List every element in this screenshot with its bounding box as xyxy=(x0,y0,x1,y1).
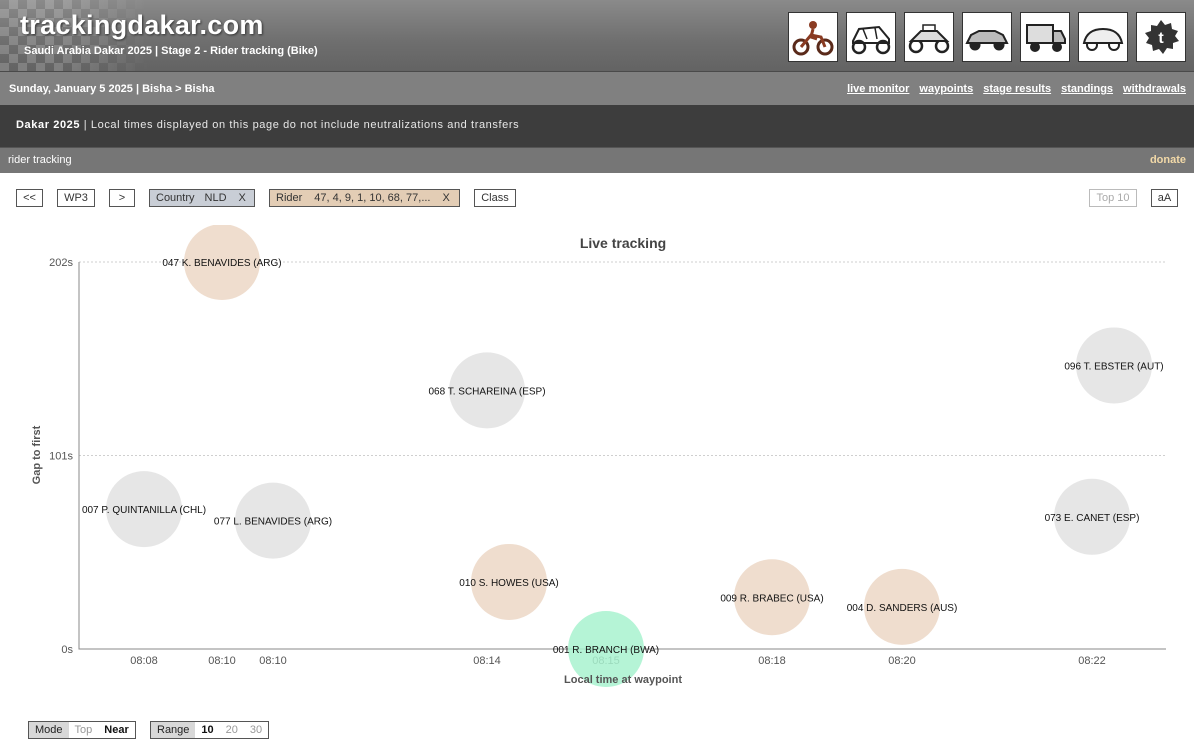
site-logo[interactable]: trackingdakar.com xyxy=(20,10,264,40)
rider-bubble-circle[interactable] xyxy=(471,543,547,620)
rider-bubble[interactable]: 073 E. CANET (ESP) xyxy=(1045,478,1140,555)
twitter-icon[interactable]: t xyxy=(1136,12,1186,62)
rider-bubble-label: 010 S. HOWES (USA) xyxy=(459,578,558,589)
next-waypoint-button[interactable]: > xyxy=(109,189,135,207)
rider-bubble[interactable]: 047 K. BENAVIDES (ARG) xyxy=(162,225,282,300)
rider-bubble-circle[interactable] xyxy=(235,482,311,559)
date-bar: Sunday, January 5 2025 | Bisha > Bisha l… xyxy=(0,72,1194,105)
y-tick-label: 0s xyxy=(61,644,73,656)
x-tick-label: 08:22 xyxy=(1078,655,1106,667)
waypoint-selector[interactable]: WP3 xyxy=(57,189,95,207)
x-tick-label: 08:10 xyxy=(208,655,236,667)
mode-option-top[interactable]: Top xyxy=(68,722,99,738)
rider-filter-value: 47, 4, 9, 1, 10, 68, 77,... xyxy=(314,192,431,204)
live-monitor-link[interactable]: live monitor xyxy=(847,83,910,95)
chart-title: Live tracking xyxy=(580,235,666,251)
stage-results-link[interactable]: stage results xyxy=(983,83,1052,95)
class-filter-button[interactable]: Class xyxy=(474,189,516,207)
chart-bubbles: 047 K. BENAVIDES (ARG) 068 T. SCHAREINA (… xyxy=(82,225,1164,687)
rider-bubble-label: 077 L. BENAVIDES (ARG) xyxy=(214,517,332,528)
y-axis-label: Gap to first xyxy=(31,425,43,484)
rider-bubble[interactable]: 001 R. BRANCH (BWA) xyxy=(553,611,659,687)
range-option-20[interactable]: 20 xyxy=(219,722,244,738)
notice-bar: Dakar 2025 | Local times displayed on th… xyxy=(0,105,1194,147)
rider-bubble-circle[interactable] xyxy=(734,559,810,636)
rider-filter-clear[interactable]: X xyxy=(442,192,450,204)
top10-button[interactable]: Top 10 xyxy=(1089,189,1137,207)
x-tick-label: 08:10 xyxy=(259,655,287,667)
ssv-icon[interactable] xyxy=(846,12,896,62)
prev-waypoint-button[interactable]: << xyxy=(16,189,43,207)
x-tick-label: 08:14 xyxy=(473,655,501,667)
vehicle-category-bar: t xyxy=(788,12,1186,62)
range-label: Range xyxy=(157,724,190,736)
x-tick-label: 08:08 xyxy=(130,655,158,667)
rider-bubble-circle[interactable] xyxy=(184,225,260,300)
rider-bubble[interactable]: 077 L. BENAVIDES (ARG) xyxy=(214,482,332,559)
chart-grid xyxy=(79,261,1166,456)
rider-bubble-circle[interactable] xyxy=(106,471,182,548)
range-toggle: Range 10 20 30 xyxy=(150,721,270,739)
nav-links: live monitor waypoints stage results sta… xyxy=(847,83,1186,95)
axis-line xyxy=(78,262,1166,650)
rider-bubble-circle[interactable] xyxy=(568,611,644,687)
notice-brand: Dakar 2025 xyxy=(16,119,81,131)
stage-date: Sunday, January 5 2025 | Bisha > Bisha xyxy=(9,83,215,95)
withdrawals-link[interactable]: withdrawals xyxy=(1123,83,1186,95)
buggy-icon[interactable] xyxy=(904,12,954,62)
country-filter[interactable]: Country NLD X xyxy=(149,189,255,207)
rider-bubble[interactable]: 009 R. BRABEC (USA) xyxy=(720,559,824,636)
rider-filter-label: Rider xyxy=(276,192,303,204)
rider-bubble-circle[interactable] xyxy=(449,352,525,429)
rider-bubble-label: 073 E. CANET (ESP) xyxy=(1045,513,1140,524)
rider-bubble-label: 009 R. BRABEC (USA) xyxy=(720,593,823,604)
rider-bubble-circle[interactable] xyxy=(1076,327,1152,404)
svg-text:t: t xyxy=(1158,30,1164,47)
rider-bubble[interactable]: 007 P. QUINTANILLA (CHL) xyxy=(82,471,206,548)
notice-message: | Local times displayed on this page do … xyxy=(80,119,520,131)
rider-bubble-label: 068 T. SCHAREINA (ESP) xyxy=(428,386,545,397)
mode-option-near[interactable]: Near xyxy=(98,722,135,738)
rider-bubble-label: 004 D. SANDERS (AUS) xyxy=(847,603,958,614)
rider-bubble-label: 096 T. EBSTER (AUT) xyxy=(1064,361,1163,372)
truck-icon[interactable] xyxy=(1020,12,1070,62)
notice-text: Dakar 2025 | Local times displayed on th… xyxy=(16,119,519,131)
waypoints-link[interactable]: waypoints xyxy=(919,83,974,95)
page-subtitle: Saudi Arabia Dakar 2025 | Stage 2 - Ride… xyxy=(24,45,318,57)
rider-bubble-label: 007 P. QUINTANILLA (CHL) xyxy=(82,505,206,516)
rider-bubble-circle[interactable] xyxy=(864,568,940,645)
site-header: trackingdakar.com Saudi Arabia Dakar 202… xyxy=(0,0,1194,72)
rider-bubble[interactable]: 096 T. EBSTER (AUT) xyxy=(1064,327,1164,404)
y-tick-label: 101s xyxy=(49,451,73,463)
chart-axes: 0s101s202s08:0808:1008:1008:1408:1508:18… xyxy=(49,257,1166,667)
classic-car-icon[interactable] xyxy=(1078,12,1128,62)
mode-toggle: Mode Top Near xyxy=(28,721,136,739)
bike-icon[interactable] xyxy=(788,12,838,62)
donate-link[interactable]: donate xyxy=(1149,154,1186,166)
section-label: rider tracking xyxy=(8,154,72,166)
checkered-flag-background xyxy=(0,0,150,71)
section-bar: rider tracking donate xyxy=(0,147,1194,173)
rider-bubble-label: 047 K. BENAVIDES (ARG) xyxy=(162,258,281,269)
x-axis-label: Local time at waypoint xyxy=(564,674,682,686)
range-option-30[interactable]: 30 xyxy=(243,722,269,738)
rider-bubble-circle[interactable] xyxy=(1054,478,1130,555)
font-size-toggle[interactable]: aA xyxy=(1151,189,1178,207)
rider-bubble[interactable]: 004 D. SANDERS (AUS) xyxy=(847,568,958,645)
rider-bubble-label: 001 R. BRANCH (BWA) xyxy=(553,645,659,656)
country-filter-clear[interactable]: X xyxy=(238,192,246,204)
mode-label: Mode xyxy=(35,724,63,736)
rider-bubble[interactable]: 068 T. SCHAREINA (ESP) xyxy=(428,352,546,429)
country-filter-label: Country xyxy=(156,192,195,204)
y-tick-label: 202s xyxy=(49,257,73,269)
rider-filter[interactable]: Rider 47, 4, 9, 1, 10, 68, 77,... X xyxy=(269,189,460,207)
standings-link[interactable]: standings xyxy=(1061,83,1114,95)
car-icon[interactable] xyxy=(962,12,1012,62)
x-tick-label: 08:20 xyxy=(888,655,916,667)
x-tick-label: 08:18 xyxy=(758,655,786,667)
country-filter-value: NLD xyxy=(204,192,227,204)
rider-bubble[interactable]: 010 S. HOWES (USA) xyxy=(459,543,559,620)
range-option-10[interactable]: 10 xyxy=(195,722,220,738)
